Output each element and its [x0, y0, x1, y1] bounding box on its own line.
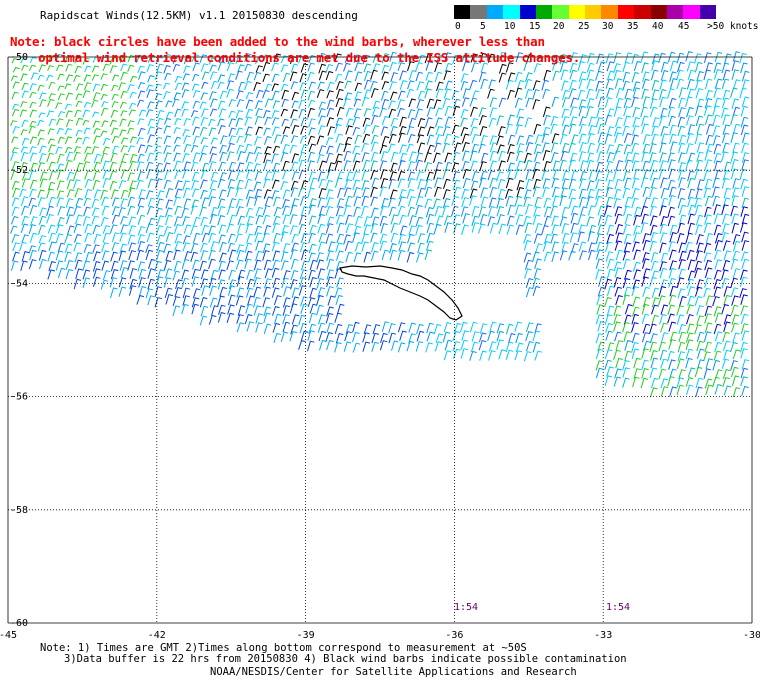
footer-credit: NOAA/NESDIS/Center for Satellite Applica…: [210, 666, 577, 678]
axis-tick-labels: -50 -52 -54 -56 -58 -60-45 -42 -39 -36 -33 -30 1:54…: [0, 52, 760, 641]
latitude-label: -58: [10, 505, 28, 516]
time-label: 1:54: [606, 602, 630, 613]
colorbar-label: 20: [553, 21, 565, 32]
colorbar-swatch: [568, 5, 585, 19]
south-georgia-island-outline: [339, 265, 463, 321]
colorbar-swatch: [650, 5, 667, 19]
latitude-label: -54: [10, 278, 28, 289]
colorbar-label: 5: [480, 21, 486, 32]
colorbar-swatch: [503, 5, 520, 19]
longitude-label: -33: [594, 630, 612, 641]
colorbar-label: 30: [602, 21, 614, 32]
note-line-1: Note: black circles have been added to t…: [10, 34, 545, 49]
colorbar-swatch: [470, 5, 487, 19]
footer-line-2: 3)Data buffer is 22 hrs from 20150830 4)…: [64, 653, 627, 665]
colorbar-swatch: [585, 5, 602, 19]
colorbar-label: 10: [504, 21, 516, 32]
colorbar-swatch: [683, 5, 700, 19]
colorbar-label: 45: [678, 21, 690, 32]
colorbar-label: 40: [652, 21, 664, 32]
colorbar-swatch: [454, 5, 471, 19]
footer-line-1: Note: 1) Times are GMT 2)Times along bot…: [40, 642, 527, 654]
longitude-label: -45: [0, 630, 17, 641]
longitude-label: -30: [743, 630, 760, 641]
longitude-label: -42: [148, 630, 166, 641]
longitude-label: -36: [445, 630, 463, 641]
colorbar-swatch: [519, 5, 536, 19]
colorbar-swatch: [699, 5, 716, 19]
colorbar-label: >50 knots: [707, 21, 759, 32]
latitude-label: -50: [10, 52, 28, 63]
colorbar-swatch: [552, 5, 569, 19]
colorbar-label: 0: [455, 21, 461, 32]
colorbar-swatch: [666, 5, 684, 19]
colorbar-swatch: [601, 5, 618, 19]
colorbar-swatch: [535, 5, 553, 19]
colorbar-label: 35: [627, 21, 639, 32]
colorbar-label: 25: [578, 21, 590, 32]
wind-barbs-layer: [10, 50, 750, 398]
lat-lon-grid: [7, 56, 753, 624]
latitude-label: -60: [10, 618, 28, 629]
colorbar-swatch: [486, 5, 504, 19]
latitude-label: -56: [10, 392, 28, 403]
note-line-2: optimal wind retrieval conditions are me…: [38, 50, 581, 65]
colorbar-swatch: [634, 5, 651, 19]
latitude-label: -52: [10, 165, 28, 176]
colorbar-label: 15: [529, 21, 541, 32]
longitude-label: -39: [297, 630, 315, 641]
time-label: 1:54: [454, 602, 478, 613]
wind-speed-colorbar: [454, 5, 716, 19]
colorbar-swatch: [617, 5, 635, 19]
map-title: Rapidscat Winds(12.5KM) v1.1 20150830 de…: [40, 9, 358, 22]
